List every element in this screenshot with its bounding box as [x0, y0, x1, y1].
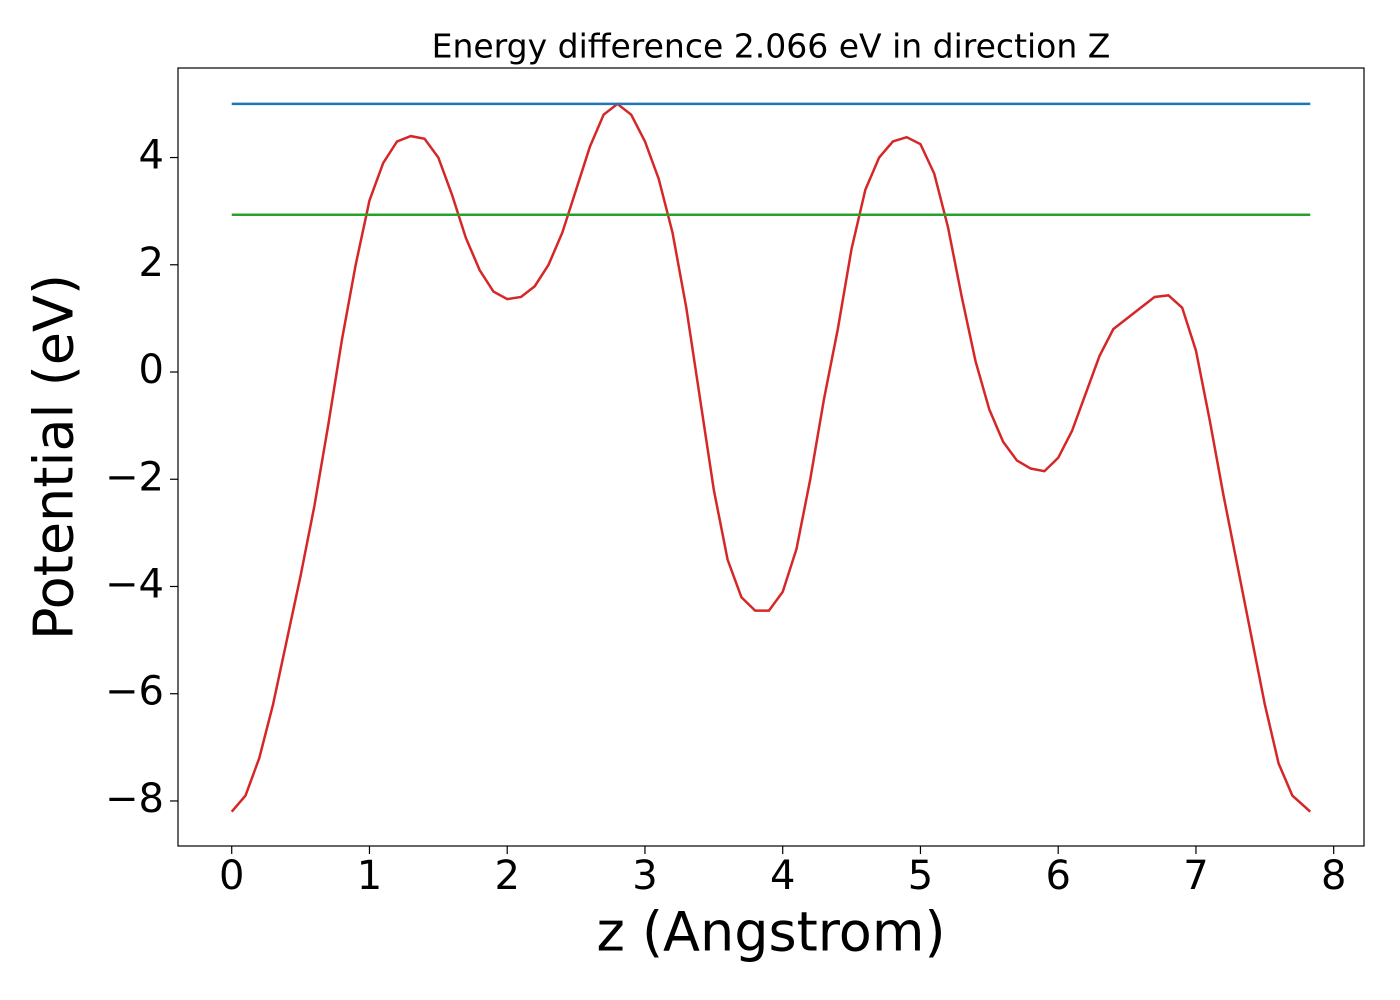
x-axis-label: z (Angstrom)	[596, 901, 945, 964]
y-tick-label: −6	[105, 669, 164, 715]
x-tick-label: 7	[1183, 853, 1208, 899]
x-tick-label: 1	[357, 853, 382, 899]
y-tick-label: −2	[105, 454, 164, 500]
x-tick-label: 6	[1045, 853, 1070, 899]
x-tick-label: 2	[494, 853, 519, 899]
data-line	[230, 102, 1312, 813]
y-tick-label: 0	[139, 347, 164, 393]
x-tick-label: 3	[632, 853, 657, 899]
x-tick-label: 8	[1321, 853, 1346, 899]
x-tick-label: 0	[219, 853, 244, 899]
y-tick-label: −4	[105, 561, 164, 607]
chart-title: Energy difference 2.066 eV in direction …	[432, 27, 1111, 66]
x-tick-label: 4	[770, 853, 795, 899]
y-tick-label: 4	[139, 133, 164, 179]
plot-frame	[177, 67, 1365, 847]
x-tick-label: 5	[908, 853, 933, 899]
y-tick-label: 2	[139, 240, 164, 286]
y-axis-label: Potential (eV)	[23, 274, 86, 640]
y-tick-label: −8	[105, 776, 164, 822]
